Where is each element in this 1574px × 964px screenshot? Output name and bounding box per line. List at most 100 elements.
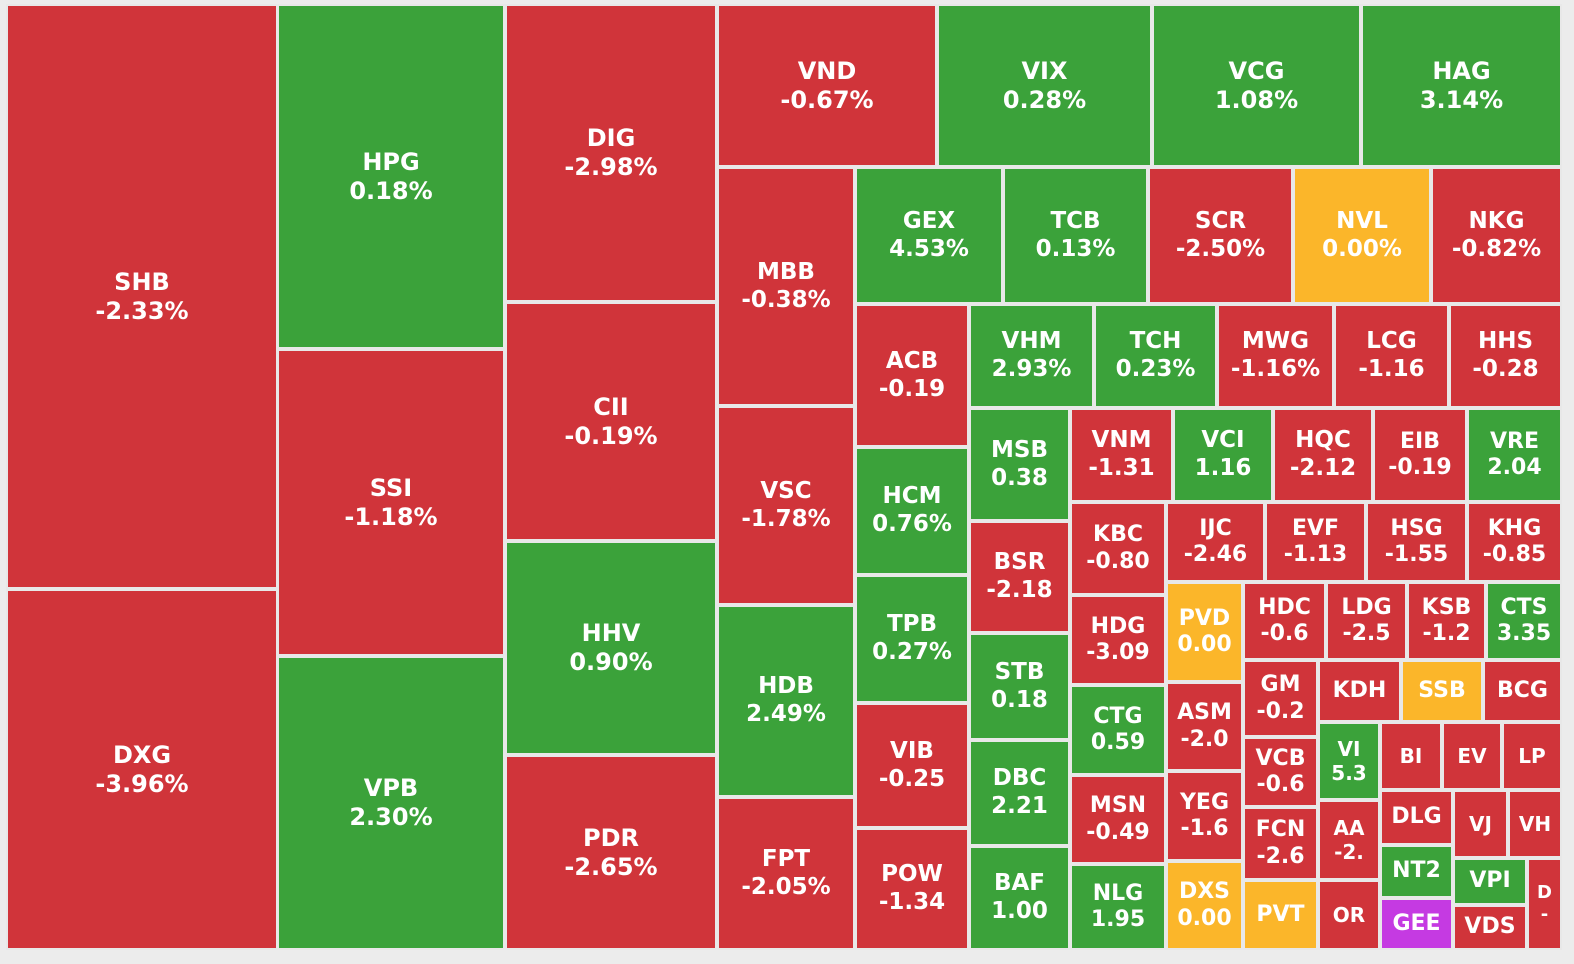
tile-kbc[interactable]: KBC -0.80 <box>1070 502 1166 595</box>
tile-ldg[interactable]: LDG -2.5 <box>1326 582 1407 660</box>
tile-vcb[interactable]: VCB -0.6 <box>1243 737 1318 807</box>
tile-change: 0.18 <box>991 686 1048 713</box>
tile-baf[interactable]: BAF 1.00 <box>969 846 1070 950</box>
tile-dbc[interactable]: DBC 2.21 <box>969 740 1070 846</box>
tile-vix[interactable]: VIX 0.28% <box>937 4 1152 167</box>
tile-change: 0.00 <box>1177 632 1232 657</box>
tile-dlg[interactable]: DLG <box>1380 790 1453 845</box>
tile-hdb[interactable]: HDB 2.49% <box>717 605 855 797</box>
tile-pvd[interactable]: PVD 0.00 <box>1166 582 1243 682</box>
tile-ticker: CII <box>593 392 629 421</box>
tile-ssb[interactable]: SSB <box>1401 660 1483 722</box>
tile-vcg[interactable]: VCG 1.08% <box>1152 4 1361 167</box>
tile-nvl[interactable]: NVL 0.00% <box>1293 167 1431 304</box>
tile-ticker: KDH <box>1332 677 1387 703</box>
tile-change: -1.55 <box>1384 542 1449 567</box>
tile-fcn[interactable]: FCN -2.6 <box>1243 807 1318 880</box>
tile-bcg[interactable]: BCG <box>1483 660 1562 722</box>
tile-change: -0.25 <box>878 765 946 792</box>
tile-ticker: EV <box>1457 744 1487 768</box>
tile-vi[interactable]: VI 5.3 <box>1318 722 1380 800</box>
tile-vj[interactable]: VJ <box>1453 790 1508 858</box>
tile-ticker: KBC <box>1093 522 1143 548</box>
tile-yeg[interactable]: YEG -1.6 <box>1166 771 1243 861</box>
tile-ksb[interactable]: KSB -1.2 <box>1407 582 1486 660</box>
tile-nkg[interactable]: NKG -0.82% <box>1431 167 1562 304</box>
tile-gee[interactable]: GEE <box>1380 898 1453 950</box>
tile-change: 1.00 <box>991 898 1048 924</box>
tile-evf[interactable]: EVF -1.13 <box>1265 502 1366 582</box>
tile-bi[interactable]: BI <box>1380 722 1442 790</box>
tile-ev[interactable]: EV <box>1442 722 1502 790</box>
tile-ssi[interactable]: SSI -1.18% <box>277 349 505 656</box>
tile-vpi[interactable]: VPI <box>1453 858 1527 905</box>
tile-asm[interactable]: ASM -2.0 <box>1166 682 1243 771</box>
tile-hdg[interactable]: HDG -3.09 <box>1070 595 1166 685</box>
tile-fpt[interactable]: FPT -2.05% <box>717 797 855 950</box>
tile-d[interactable]: D- <box>1527 858 1562 950</box>
tile-hhv[interactable]: HHV 0.90% <box>505 541 717 755</box>
tile-tpb[interactable]: TPB 0.27% <box>855 575 969 703</box>
tile-gm[interactable]: GM -0.2 <box>1243 660 1318 737</box>
tile-or[interactable]: OR <box>1318 880 1380 950</box>
tile-hqc[interactable]: HQC -2.12 <box>1273 408 1373 502</box>
tile-khg[interactable]: KHG -0.85 <box>1467 502 1562 582</box>
tile-lp[interactable]: LP <box>1502 722 1562 790</box>
tile-nt2[interactable]: NT2 <box>1380 845 1453 898</box>
tile-ticker: VRE <box>1490 428 1539 454</box>
tile-mbb[interactable]: MBB -0.38% <box>717 167 855 406</box>
tile-change: -2.98% <box>564 153 658 181</box>
tile-ticker: VHM <box>1001 328 1062 355</box>
tile-change: -0.49 <box>1086 819 1150 845</box>
tile-mwg[interactable]: MWG -1.16% <box>1217 304 1334 408</box>
tile-pow[interactable]: POW -1.34 <box>855 828 969 950</box>
tile-cts[interactable]: CTS 3.35 <box>1486 582 1562 660</box>
tile-pvt[interactable]: PVT <box>1243 880 1318 950</box>
tile-gex[interactable]: GEX 4.53% <box>855 167 1003 304</box>
tile-pdr[interactable]: PDR -2.65% <box>505 755 717 950</box>
tile-vci[interactable]: VCI 1.16 <box>1173 408 1273 502</box>
tile-lcg[interactable]: LCG -1.16 <box>1334 304 1449 408</box>
tile-ticker: SCR <box>1194 207 1247 234</box>
tile-hhs[interactable]: HHS -0.28 <box>1449 304 1562 408</box>
tile-vnm[interactable]: VNM -1.31 <box>1070 408 1173 502</box>
tile-hcm[interactable]: HCM 0.76% <box>855 447 969 575</box>
tile-msn[interactable]: MSN -0.49 <box>1070 775 1166 864</box>
tile-msb[interactable]: MSB 0.38 <box>969 408 1070 521</box>
tile-dxg[interactable]: DXG -3.96% <box>6 589 278 950</box>
tile-change: -2.0 <box>1180 726 1229 752</box>
tile-hsg[interactable]: HSG -1.55 <box>1366 502 1467 582</box>
tile-aa[interactable]: AA -2. <box>1318 800 1380 880</box>
tile-vsc[interactable]: VSC -1.78% <box>717 406 855 605</box>
tile-vre[interactable]: VRE 2.04 <box>1467 408 1562 502</box>
tile-ticker: TCB <box>1050 207 1101 234</box>
tile-hag[interactable]: HAG 3.14% <box>1361 4 1562 167</box>
tile-tcb[interactable]: TCB 0.13% <box>1003 167 1148 304</box>
tile-acb[interactable]: ACB -0.19 <box>855 304 969 447</box>
tile-vpb[interactable]: VPB 2.30% <box>277 656 505 950</box>
tile-shb[interactable]: SHB -2.33% <box>6 4 278 589</box>
tile-cii[interactable]: CII -0.19% <box>505 302 717 541</box>
tile-vnd[interactable]: VND -0.67% <box>717 4 937 167</box>
tile-change: -1.31 <box>1088 455 1155 481</box>
tile-vh[interactable]: VH <box>1508 790 1562 858</box>
tile-ticker: VJ <box>1469 812 1492 836</box>
tile-nlg[interactable]: NLG 1.95 <box>1070 864 1166 950</box>
tile-dig[interactable]: DIG -2.98% <box>505 4 717 302</box>
tile-ijc[interactable]: IJC -2.46 <box>1166 502 1265 582</box>
tile-change: -0.19 <box>1388 455 1452 480</box>
tile-stb[interactable]: STB 0.18 <box>969 633 1070 740</box>
tile-eib[interactable]: EIB -0.19 <box>1373 408 1467 502</box>
tile-tch[interactable]: TCH 0.23% <box>1094 304 1217 408</box>
tile-vds[interactable]: VDS <box>1453 905 1527 950</box>
tile-vib[interactable]: VIB -0.25 <box>855 703 969 828</box>
tile-dxs[interactable]: DXS 0.00 <box>1166 861 1243 950</box>
tile-bsr[interactable]: BSR -2.18 <box>969 521 1070 633</box>
tile-scr[interactable]: SCR -2.50% <box>1148 167 1293 304</box>
tile-vhm[interactable]: VHM 2.93% <box>969 304 1094 408</box>
tile-kdh[interactable]: KDH <box>1318 660 1401 722</box>
tile-hpg[interactable]: HPG 0.18% <box>277 4 505 349</box>
tile-change: -1.6 <box>1180 816 1229 841</box>
tile-ctg[interactable]: CTG 0.59 <box>1070 685 1166 775</box>
tile-hdc[interactable]: HDC -0.6 <box>1243 582 1326 660</box>
